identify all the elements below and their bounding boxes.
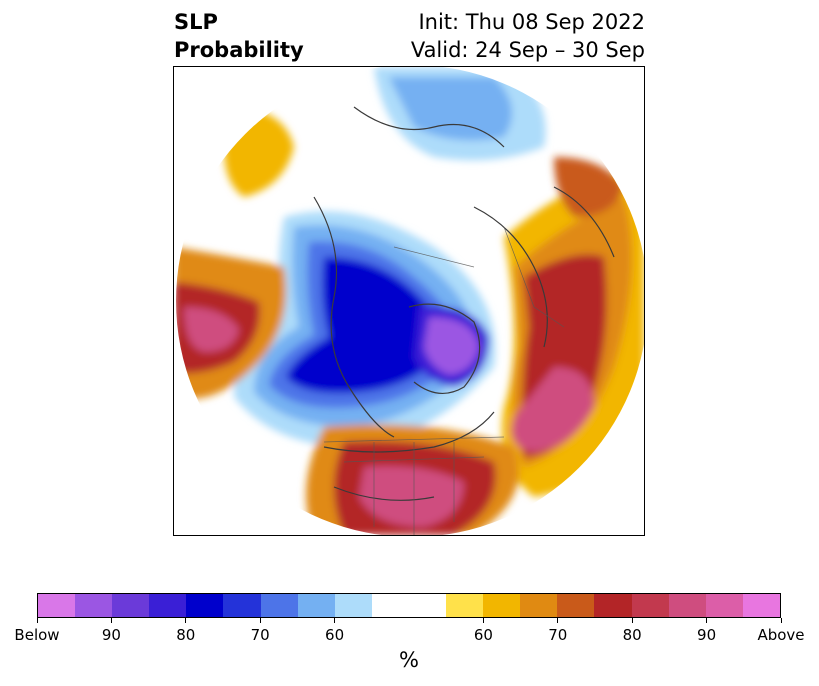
colorbar-tick-label: Above <box>757 626 805 644</box>
colorbar-segment <box>408 594 447 617</box>
colorbar-segment <box>112 594 150 617</box>
colorbar-tick-label: 70 <box>548 626 568 644</box>
colorbar-tick-label: 60 <box>325 626 345 644</box>
colorbar-segment <box>557 594 595 617</box>
colorbar <box>37 593 781 618</box>
colorbar-tick-label: Below <box>14 626 60 644</box>
colorbar-tick-label: 60 <box>473 626 493 644</box>
colorbar-tick-label: 80 <box>176 626 196 644</box>
colorbar-segment <box>75 594 113 617</box>
colorbar-tick-label: 90 <box>101 626 121 644</box>
colorbar-tick <box>482 618 484 623</box>
colorbar-segment <box>371 594 409 617</box>
colorbar-segment <box>520 594 558 617</box>
colorbar-tick-label: 90 <box>697 626 717 644</box>
colorbar-tick <box>557 618 559 623</box>
colorbar-unit-label: % <box>399 648 419 672</box>
title-type: Probability <box>174 38 304 62</box>
colorbar-tick-label: 70 <box>250 626 270 644</box>
colorbar-tick <box>185 618 187 623</box>
chart-title-right: Init: Thu 08 Sep 2022 Valid: 24 Sep – 30… <box>411 8 645 64</box>
map-panel <box>173 66 645 536</box>
colorbar-tick-label: 80 <box>622 626 642 644</box>
valid-range: Valid: 24 Sep – 30 Sep <box>410 38 645 62</box>
colorbar-segment <box>334 594 372 617</box>
colorbar-tick <box>631 618 633 623</box>
colorbar-segment <box>446 594 484 617</box>
colorbar-tick <box>259 618 261 623</box>
init-date: Init: Thu 08 Sep 2022 <box>418 10 645 34</box>
colorbar-segment <box>260 594 298 617</box>
colorbar-tick <box>36 618 38 623</box>
colorbar-segment <box>297 594 335 617</box>
colorbar-segment <box>668 594 706 617</box>
chart-title-left: SLP Probability <box>174 8 304 64</box>
title-variable: SLP <box>174 10 218 34</box>
coastlines <box>313 106 615 501</box>
colorbar-segment <box>705 594 743 617</box>
colorbar-segment <box>223 594 261 617</box>
colorbar-segment <box>186 594 224 617</box>
colorbar-segment <box>631 594 669 617</box>
colorbar-segment <box>742 594 780 617</box>
probability-map <box>176 67 644 535</box>
colorbar-segment <box>38 594 76 617</box>
colorbar-segment <box>149 594 187 617</box>
probability-field <box>176 67 644 535</box>
colorbar-tick <box>334 618 336 623</box>
colorbar-segment <box>483 594 521 617</box>
colorbar-tick <box>706 618 708 623</box>
political-borders <box>323 226 565 535</box>
colorbar-tick <box>110 618 112 623</box>
colorbar-tick <box>780 618 782 623</box>
colorbar-segment <box>594 594 632 617</box>
